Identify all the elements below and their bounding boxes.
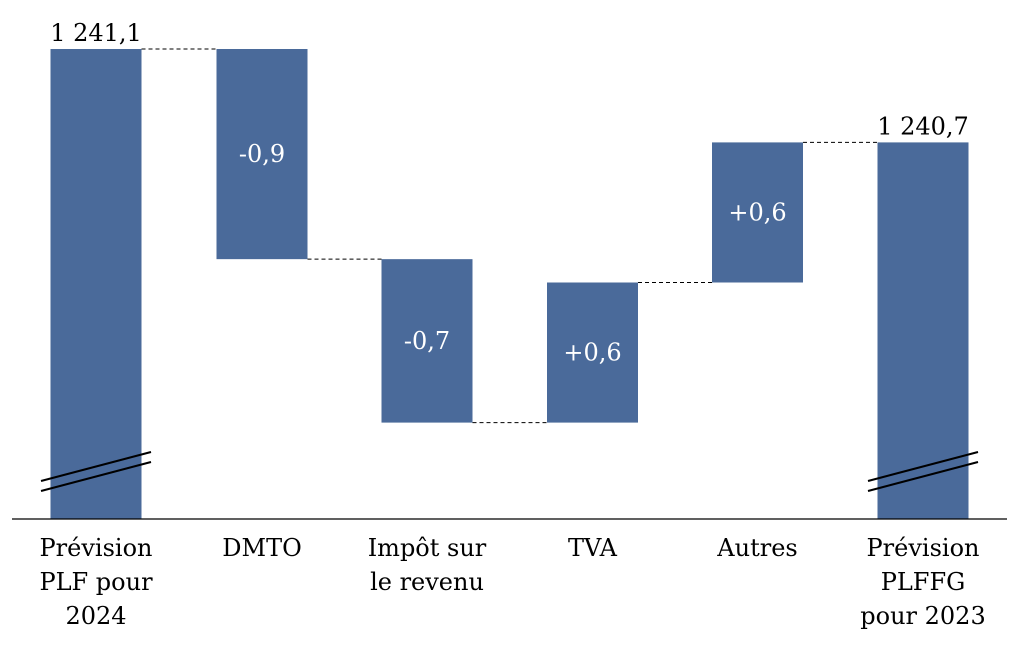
category-label-5: PLFFG (881, 568, 966, 596)
category-label-2: le revenu (370, 568, 484, 596)
axis-break-mark-5-0 (867, 451, 979, 482)
category-label-0: Prévision (40, 534, 153, 562)
data-label-5: 1 240,7 (877, 112, 969, 140)
bar-5 (877, 142, 969, 519)
category-label-0: 2024 (65, 602, 126, 630)
axis-break-mark-0-0 (40, 451, 152, 482)
bar-4 (712, 142, 803, 283)
bar-1 (216, 49, 308, 260)
axis-break-mark-5-1 (867, 461, 979, 492)
axis-break-mark-0-1 (40, 461, 152, 492)
bar-0 (50, 49, 142, 519)
data-label-2: -0,7 (404, 327, 450, 355)
data-label-4: +0,6 (728, 198, 786, 226)
category-label-2: Impôt sur (368, 534, 487, 562)
category-label-1: DMTO (222, 534, 302, 562)
data-label-3: +0,6 (563, 339, 621, 367)
category-label-0: PLF pour (39, 568, 153, 596)
bar-2 (381, 259, 473, 423)
category-label-5: pour 2023 (860, 602, 985, 630)
bar-3 (547, 282, 638, 423)
data-label-0: 1 241,1 (50, 19, 142, 47)
data-label-1: -0,9 (239, 140, 285, 168)
category-label-3: TVA (568, 534, 618, 562)
category-label-5: Prévision (867, 534, 980, 562)
category-label-4: Autres (716, 534, 797, 562)
